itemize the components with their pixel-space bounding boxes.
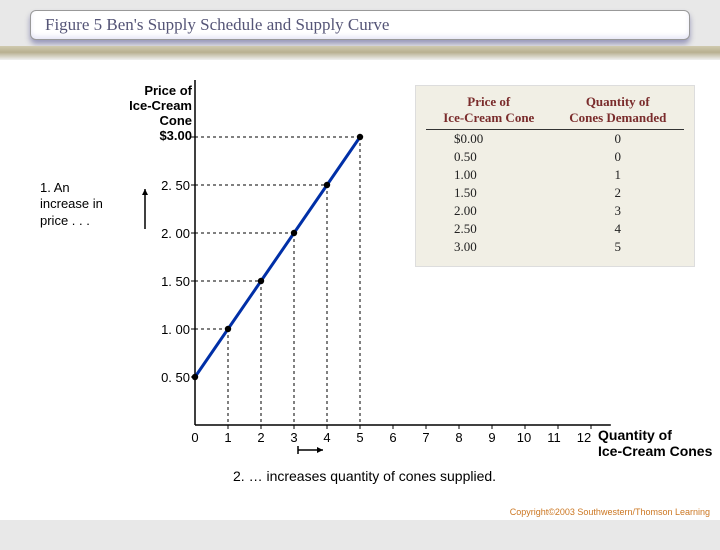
x-tick: 10 <box>512 430 536 445</box>
x-tick: 7 <box>416 430 436 445</box>
x-tick: 2 <box>251 430 271 445</box>
table-row: 2.003 <box>426 202 684 220</box>
table-row: $0.000 <box>426 130 684 149</box>
x-tick: 1 <box>218 430 238 445</box>
y-tick: 0. 50 <box>140 370 190 385</box>
x-tick: 9 <box>482 430 502 445</box>
x-tick: 8 <box>449 430 469 445</box>
schedule-table: Price ofIce-Cream Cone Quantity ofCones … <box>415 85 695 267</box>
chart-container: Price of Ice-Cream Cone $3.00 2. 50 2. 0… <box>40 70 680 510</box>
x-tick: 11 <box>542 430 566 445</box>
x-tick: 12 <box>572 430 596 445</box>
x-tick: 6 <box>383 430 403 445</box>
table-row: 1.502 <box>426 184 684 202</box>
y-tick: 1. 50 <box>140 274 190 289</box>
decorative-band <box>0 46 720 60</box>
y-axis-title: Price of Ice-Cream Cone $3.00 <box>102 84 192 144</box>
annotation-left: 1. An increase in price . . . <box>40 180 120 229</box>
figure-title: Figure 5 Ben's Supply Schedule and Suppl… <box>45 15 389 34</box>
table-row: 2.504 <box>426 220 684 238</box>
table-header-price: Price ofIce-Cream Cone <box>426 92 552 130</box>
y-tick: 2. 50 <box>140 178 190 193</box>
table-row: 3.005 <box>426 238 684 256</box>
y-tick: 1. 00 <box>140 322 190 337</box>
copyright-text: Copyright©2003 Southwestern/Thomson Lear… <box>510 507 710 517</box>
slide-body: Price of Ice-Cream Cone $3.00 2. 50 2. 0… <box>0 60 720 520</box>
table-header-qty: Quantity ofCones Demanded <box>552 92 684 130</box>
x-tick: 3 <box>284 430 304 445</box>
y-tick: 2. 00 <box>140 226 190 241</box>
figure-header: Figure 5 Ben's Supply Schedule and Suppl… <box>30 10 690 40</box>
table-row: 1.001 <box>426 166 684 184</box>
x-tick: 4 <box>317 430 337 445</box>
x-axis-title: Quantity of Ice-Cream Cones <box>598 427 718 459</box>
x-tick: 0 <box>185 430 205 445</box>
annotation-bottom: 2. … increases quantity of cones supplie… <box>230 468 499 484</box>
x-tick: 5 <box>350 430 370 445</box>
table-row: 0.500 <box>426 148 684 166</box>
